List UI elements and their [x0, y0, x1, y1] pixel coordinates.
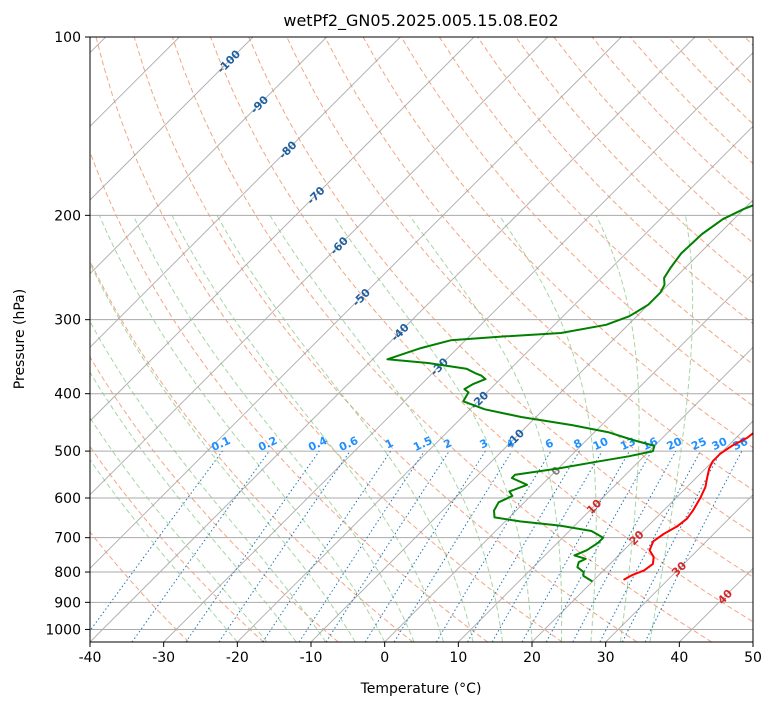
x-tick-label: 50: [744, 650, 762, 666]
x-tick-label: -10: [300, 650, 323, 666]
x-tick-label: 30: [597, 650, 615, 666]
x-tick-label: 20: [523, 650, 541, 666]
x-axis-label: Temperature (°C): [360, 681, 482, 697]
x-tick-label: -30: [152, 650, 175, 666]
x-tick-label: -40: [79, 650, 102, 666]
y-tick-label: 700: [54, 531, 81, 547]
y-tick-label: 400: [54, 387, 81, 403]
y-tick-label: 800: [54, 565, 81, 581]
chart-title: wetPf2_GN05.2025.005.15.08.E02: [283, 11, 558, 31]
y-tick-label: 100: [54, 30, 81, 46]
x-tick-label: 0: [380, 650, 389, 666]
x-tick-label: 40: [670, 650, 688, 666]
y-tick-label: 300: [54, 313, 81, 329]
y-tick-label: 500: [54, 444, 81, 460]
x-tick-label: -20: [226, 650, 249, 666]
y-tick-label: 900: [54, 595, 81, 611]
x-tick-label: 10: [449, 650, 467, 666]
y-tick-label: 600: [54, 491, 81, 507]
y-axis-label: Pressure (hPa): [12, 289, 28, 389]
y-tick-label: 1000: [45, 622, 81, 638]
y-tick-label: 200: [54, 208, 81, 224]
